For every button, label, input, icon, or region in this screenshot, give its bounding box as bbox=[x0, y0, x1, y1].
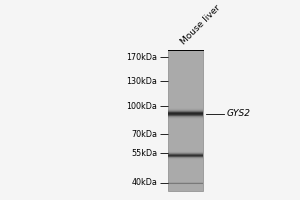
Bar bbox=[168, 118, 203, 119]
Bar bbox=[168, 113, 203, 114]
Bar bbox=[168, 157, 203, 158]
Bar bbox=[168, 155, 203, 156]
Bar bbox=[168, 117, 203, 118]
Bar bbox=[168, 116, 203, 117]
Bar bbox=[168, 119, 203, 120]
Bar bbox=[168, 111, 203, 112]
Text: Mouse liver: Mouse liver bbox=[179, 4, 222, 47]
Bar bbox=[168, 159, 203, 160]
Bar bbox=[168, 151, 203, 152]
Text: GYS2: GYS2 bbox=[226, 109, 250, 118]
Bar bbox=[168, 110, 203, 111]
Text: 130kDa: 130kDa bbox=[127, 77, 158, 86]
Bar bbox=[168, 114, 203, 115]
Bar bbox=[168, 153, 203, 154]
Text: 100kDa: 100kDa bbox=[127, 102, 158, 111]
Bar bbox=[168, 112, 203, 113]
Text: 55kDa: 55kDa bbox=[131, 149, 158, 158]
Bar bbox=[168, 108, 203, 109]
Bar bbox=[168, 156, 203, 157]
Bar bbox=[168, 109, 203, 110]
Text: 70kDa: 70kDa bbox=[131, 130, 158, 139]
Bar bbox=[168, 158, 203, 159]
Bar bbox=[168, 50, 203, 191]
Bar bbox=[168, 115, 203, 116]
Bar bbox=[168, 152, 203, 153]
Text: 170kDa: 170kDa bbox=[126, 53, 158, 62]
Bar bbox=[168, 154, 203, 155]
Text: 40kDa: 40kDa bbox=[131, 178, 158, 187]
